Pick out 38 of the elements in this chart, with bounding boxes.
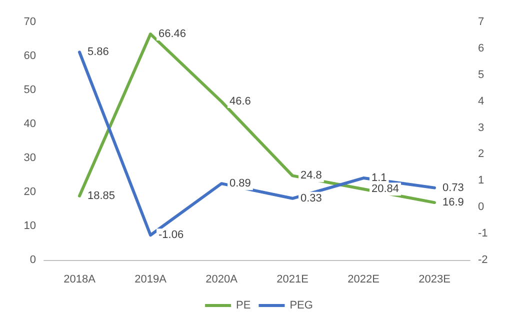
y2-tick-label: -2 (478, 254, 488, 266)
data-label: 0.89 (230, 178, 251, 190)
data-label: 46.6 (230, 96, 251, 108)
x-tick-label: 2018A (64, 274, 96, 286)
data-label: 1.1 (372, 172, 387, 184)
data-label: 18.85 (88, 190, 116, 202)
y2-tick-label: 5 (478, 68, 484, 81)
y2-tick-label: 7 (478, 16, 484, 28)
legend-label: PEG (290, 300, 313, 312)
y-tick-label: 60 (24, 50, 36, 62)
y-tick-label: 70 (24, 16, 36, 28)
legend-label: PE (236, 300, 251, 312)
y-tick-label: 40 (24, 118, 36, 130)
y2-tick-label: -1 (478, 228, 488, 240)
x-tick-label: 2023E (418, 274, 450, 286)
x-tick-label: 2021E (276, 274, 308, 286)
x-tick-label: 2022E (348, 274, 380, 286)
data-label: 0.73 (442, 182, 464, 194)
y-tick-label: 30 (24, 152, 36, 164)
data-label: 66.46 (158, 28, 186, 40)
data-label: 24.8 (300, 170, 322, 182)
y-tick-label: 20 (24, 186, 36, 198)
data-label: 16.9 (442, 196, 464, 209)
y2-tick-label: 3 (478, 122, 484, 134)
y2-tick-label: 0 (478, 201, 484, 214)
data-label: -1.06 (158, 229, 184, 242)
y2-tick-label: 1 (478, 174, 484, 187)
y2-tick-label: 4 (478, 95, 484, 108)
x-tick-label: 2020A (206, 274, 238, 286)
y2-tick-label: 2 (478, 148, 484, 160)
data-label: 5.86 (88, 46, 109, 58)
data-label: 20.84 (372, 183, 400, 196)
y-tick-label: 10 (24, 220, 36, 232)
y2-tick-label: 6 (478, 42, 484, 54)
y-tick-label: 0 (30, 254, 36, 266)
x-tick-label: 2019A (134, 274, 168, 286)
y-tick-label: 50 (24, 84, 36, 96)
data-label: 0.33 (300, 192, 322, 204)
